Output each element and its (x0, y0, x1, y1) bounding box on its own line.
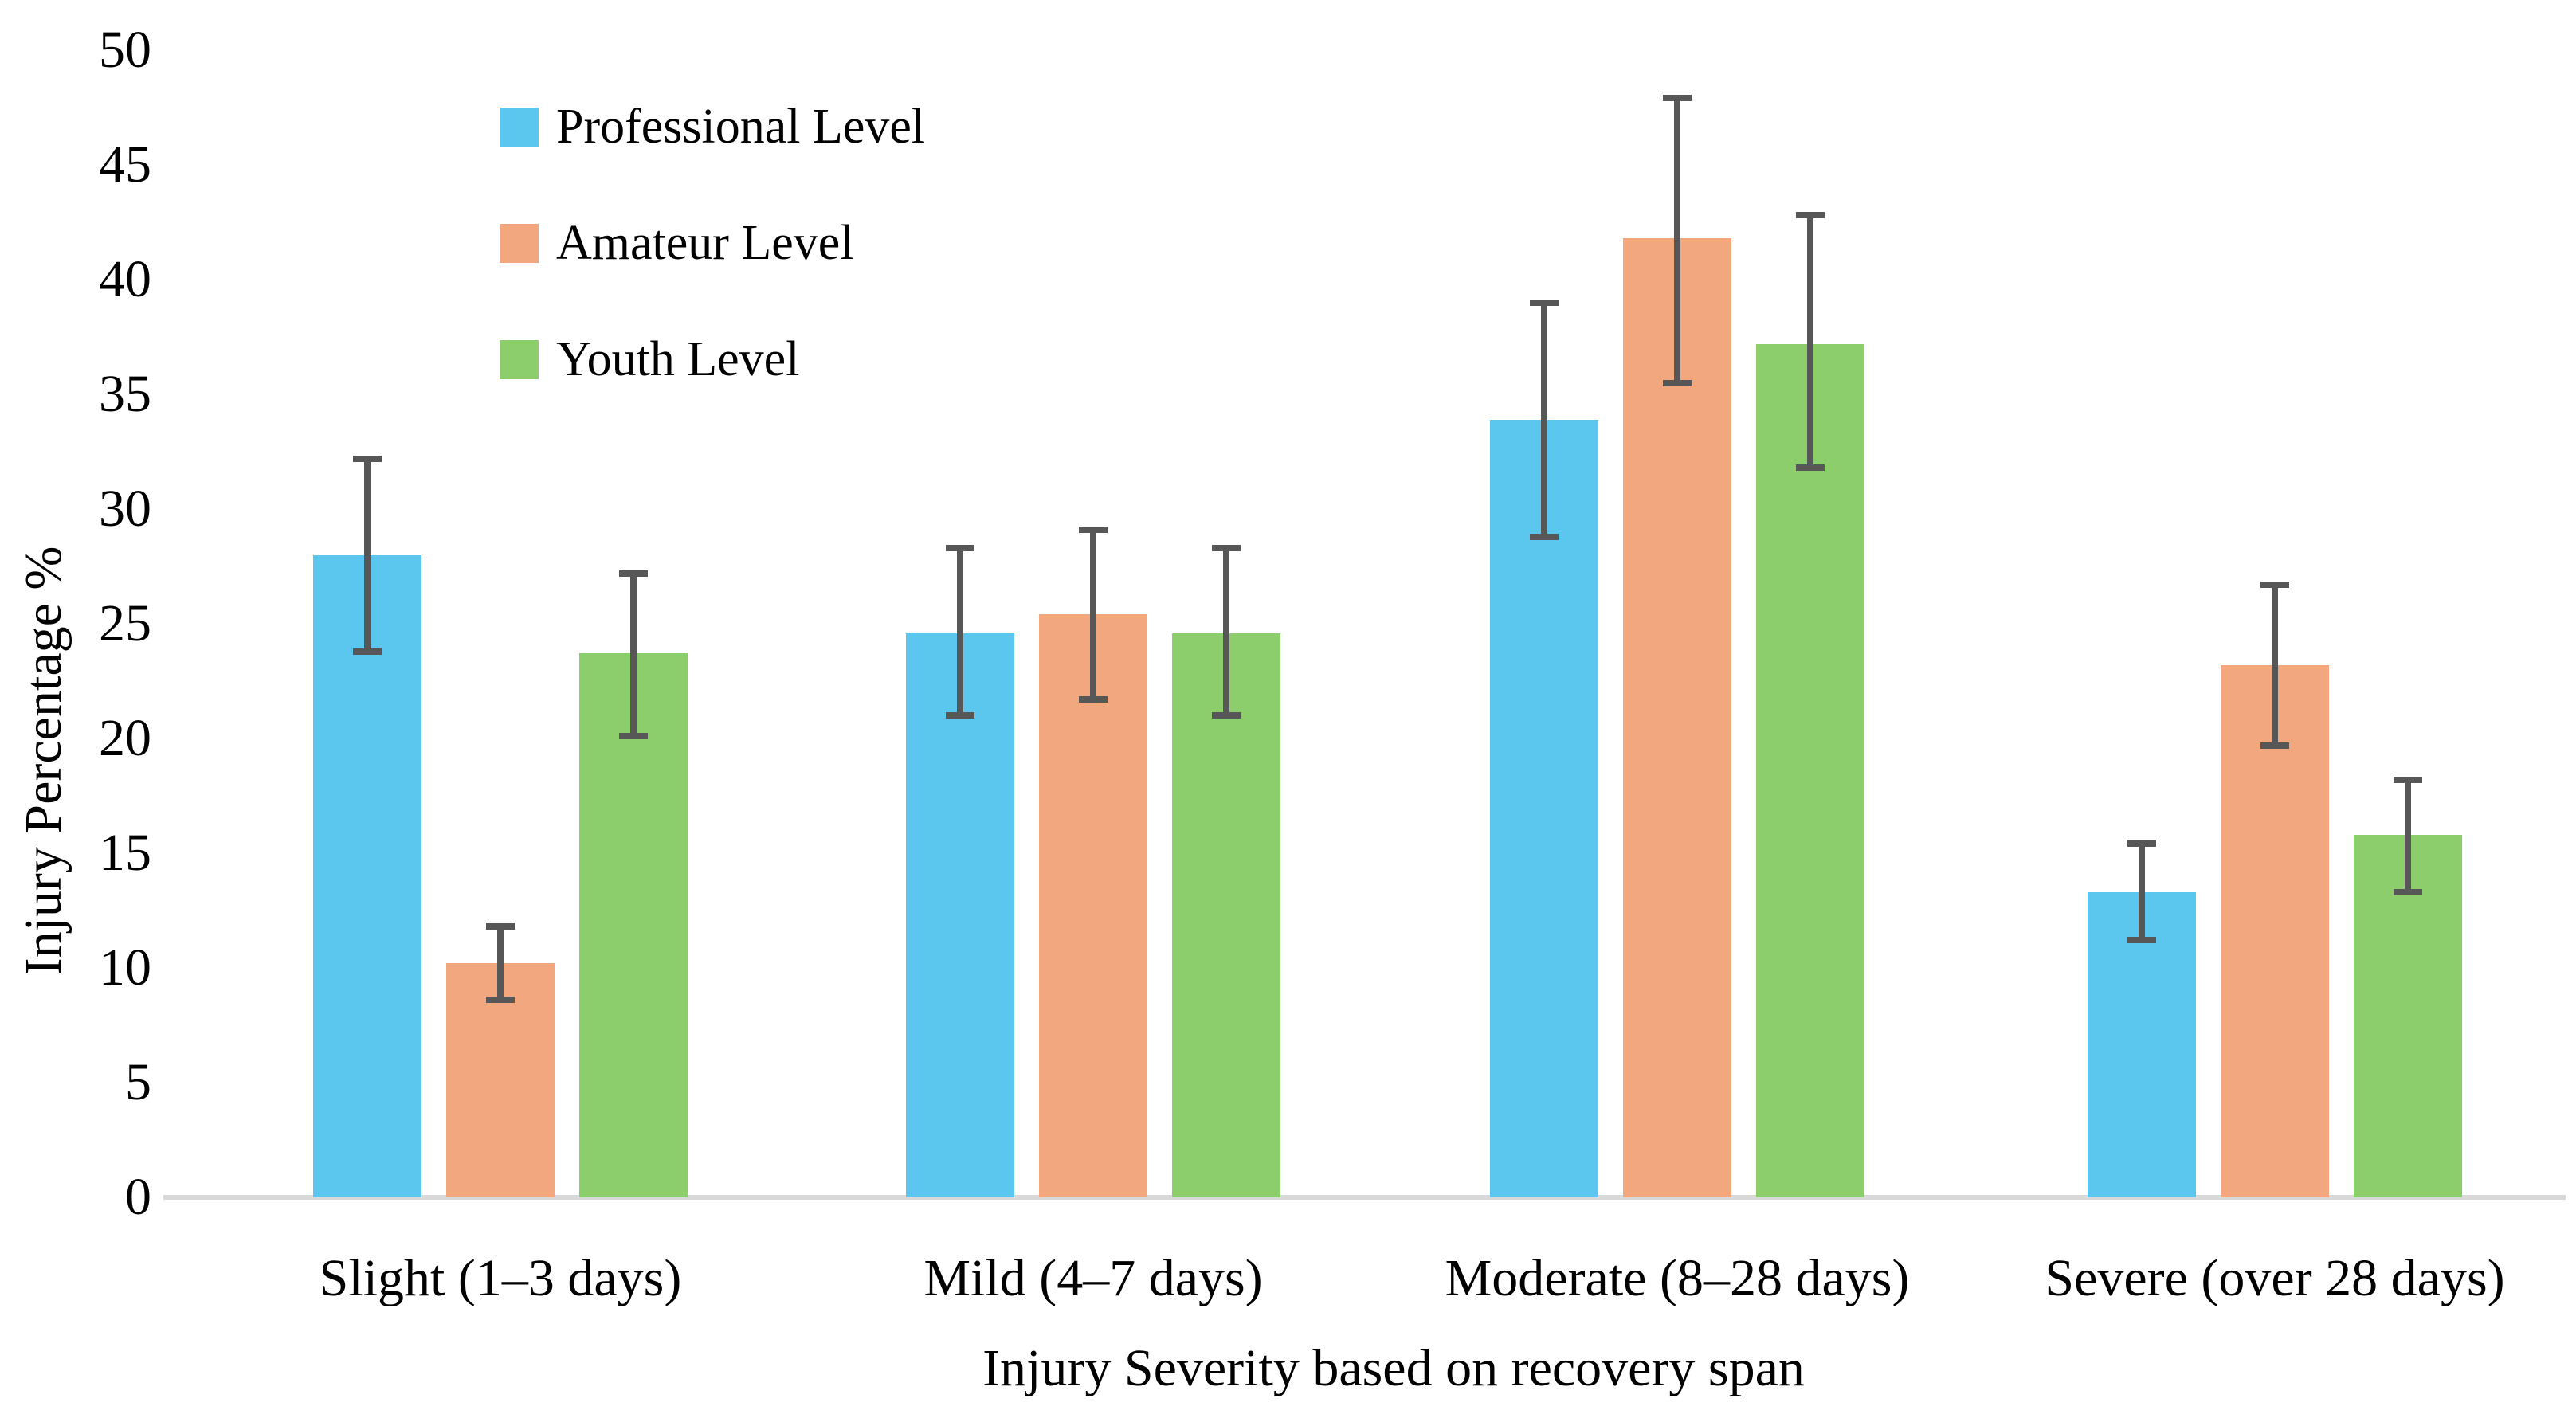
legend-item-amateur: Amateur Level (500, 218, 925, 268)
legend-label-youth: Youth Level (556, 332, 800, 386)
error-bar-cap (1796, 464, 1825, 472)
y-tick-label: 20 (99, 709, 151, 767)
error-bar-cap (946, 712, 974, 719)
error-bar-cap (1079, 526, 1108, 533)
bar (1039, 614, 1147, 1197)
error-bar-cap (2260, 582, 2289, 589)
bar (1490, 419, 1598, 1197)
x-category-label: Mild (4–7 days) (923, 1249, 1263, 1307)
error-bar-cap (2127, 937, 2156, 944)
y-tick-label: 25 (99, 594, 151, 652)
error-bar-line (364, 458, 371, 652)
error-bar-cap (486, 923, 515, 930)
error-bar-cap (946, 544, 974, 551)
x-axis-baseline (163, 1195, 2566, 1200)
error-bar-line (2139, 844, 2145, 941)
y-tick-label: 45 (99, 135, 151, 194)
legend-label-professional: Professional Level (556, 100, 926, 154)
error-bar-cap (1079, 696, 1108, 703)
x-category-label: Slight (1–3 days) (319, 1249, 682, 1307)
legend-item-professional: Professional Level (500, 102, 925, 151)
error-bar-line (1541, 302, 1547, 537)
error-bar-line (630, 573, 637, 737)
error-bar-line (1090, 529, 1096, 700)
legend-item-youth: Youth Level (500, 335, 925, 384)
error-bar-line (957, 547, 963, 716)
bar (313, 554, 421, 1197)
error-bar-cap (2394, 776, 2422, 783)
legend: Professional Level Amateur Level Youth L… (500, 102, 925, 451)
bar (1172, 633, 1280, 1197)
y-tick-label: 5 (125, 1053, 151, 1111)
y-tick-label: 40 (99, 250, 151, 308)
error-bar-line (1807, 215, 1813, 468)
bar (1756, 343, 1864, 1197)
error-bar-cap (1530, 299, 1559, 306)
bar (579, 653, 688, 1197)
y-tick-label: 10 (99, 938, 151, 997)
error-bar-cap (1663, 379, 1692, 386)
y-tick-label: 0 (125, 1168, 151, 1226)
y-tick-label: 35 (99, 365, 151, 423)
error-bar-line (497, 926, 504, 1001)
x-category-label: Moderate (8–28 days) (1445, 1249, 1910, 1307)
error-bar-cap (2260, 742, 2289, 749)
error-bar-cap (2127, 840, 2156, 848)
legend-swatch-professional (500, 107, 539, 147)
y-tick-label: 30 (99, 480, 151, 538)
x-axis-title: Injury Severity based on recovery span (982, 1339, 1805, 1397)
x-category-label: Severe (over 28 days) (2045, 1249, 2505, 1307)
error-bar-cap (1212, 544, 1241, 551)
error-bar-cap (1212, 712, 1241, 719)
error-bar-cap (353, 648, 382, 655)
y-tick-label: 15 (99, 824, 151, 882)
error-bar-line (2405, 779, 2411, 892)
y-tick-label: 50 (99, 21, 151, 79)
bar (2221, 664, 2329, 1197)
error-bar-line (2272, 585, 2278, 746)
error-bar-cap (619, 570, 648, 577)
bar (1623, 238, 1731, 1197)
error-bar-line (1223, 547, 1229, 716)
legend-swatch-youth (500, 339, 539, 379)
error-bar-cap (1663, 95, 1692, 102)
error-bar-cap (1530, 533, 1559, 540)
error-bar-cap (2394, 888, 2422, 895)
error-bar-cap (619, 733, 648, 740)
error-bar-cap (1796, 212, 1825, 219)
error-bar-cap (486, 997, 515, 1004)
error-bar-line (1674, 98, 1680, 383)
legend-swatch-amateur (500, 223, 539, 263)
legend-label-amateur: Amateur Level (556, 216, 854, 270)
bar (906, 633, 1014, 1197)
error-bar-cap (353, 455, 382, 462)
